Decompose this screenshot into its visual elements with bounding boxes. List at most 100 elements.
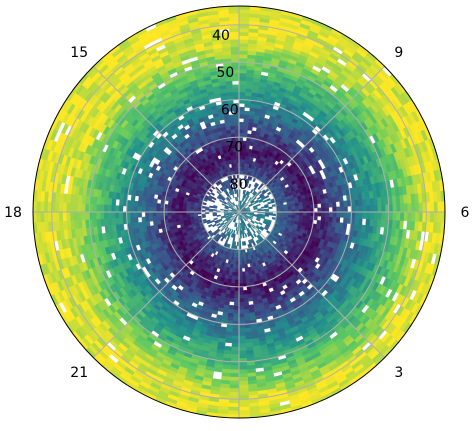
heatmap-cell	[328, 211, 333, 218]
heatmap-cell	[234, 290, 240, 295]
heatmap-cell	[244, 316, 251, 321]
heatmap-cell	[243, 118, 250, 123]
heatmap-cell	[358, 211, 363, 219]
heatmap-cell	[433, 211, 438, 223]
heatmap-cell	[290, 214, 296, 219]
heatmap-cell	[324, 211, 330, 217]
heatmap-cell	[429, 201, 435, 213]
heatmap-cell	[134, 217, 139, 224]
heatmap-cell	[175, 201, 181, 206]
heatmap-cell	[392, 211, 397, 221]
heatmap-cell	[115, 211, 120, 219]
heatmap-cell	[119, 199, 124, 207]
heatmap-cell	[137, 211, 143, 218]
heatmap-cell	[77, 211, 83, 221]
heatmap-cell	[377, 211, 382, 220]
heatmap-cell	[231, 275, 236, 280]
heatmap-cell	[58, 211, 64, 222]
heatmap-cell	[335, 216, 341, 223]
heatmap-cell	[230, 54, 240, 59]
heatmap-cell	[320, 198, 325, 204]
heatmap-cell	[392, 203, 397, 213]
heatmap-cell	[243, 304, 250, 310]
heatmap-cell	[399, 203, 405, 213]
heatmap-cell	[245, 88, 253, 94]
heatmap-cell	[225, 88, 233, 94]
heatmap-cell	[156, 219, 162, 226]
heatmap-cell	[365, 218, 371, 226]
heatmap-cell	[339, 200, 344, 207]
heatmap-cell	[238, 106, 245, 112]
heatmap-cell	[228, 274, 233, 280]
heatmap-cell	[130, 211, 135, 218]
heatmap-cell	[186, 206, 191, 210]
heatmap-cell	[377, 204, 382, 213]
heatmap-cell	[171, 204, 176, 209]
heatmap-cell	[387, 289, 397, 301]
heatmap-cell	[238, 331, 246, 336]
heatmap-cell	[96, 211, 101, 220]
heatmap-cell	[331, 216, 337, 223]
heatmap-cell	[130, 206, 135, 213]
heatmap-cell	[226, 92, 234, 97]
heatmap-cell	[149, 193, 155, 199]
heatmap-cell	[178, 205, 184, 210]
heatmap-cell	[103, 211, 109, 220]
heatmap-cell	[225, 129, 232, 135]
heatmap-cell	[354, 217, 359, 225]
heatmap-cell	[238, 387, 249, 393]
heatmap-cell	[369, 211, 375, 220]
heatmap-cell	[225, 289, 232, 295]
heatmap-cell	[233, 118, 240, 123]
heatmap-cell	[229, 39, 240, 44]
heatmap-cell	[229, 383, 240, 389]
heatmap-cell	[238, 39, 249, 44]
heatmap-cell	[145, 211, 150, 218]
heatmap-cell	[230, 289, 236, 295]
heatmap-cell	[407, 211, 412, 222]
heatmap-cell	[407, 202, 412, 213]
heatmap-cell	[316, 198, 322, 205]
heatmap-cell	[229, 387, 240, 393]
heatmap-cell	[233, 301, 240, 306]
heatmap-cell	[97, 226, 103, 235]
heatmap-cell	[298, 205, 303, 210]
heatmap-cell	[171, 211, 176, 216]
heatmap-cell	[294, 214, 300, 219]
heatmap-cell	[369, 204, 375, 213]
heatmap-cell	[243, 114, 250, 120]
heatmap-cell	[230, 365, 240, 370]
heatmap-cell	[43, 211, 49, 223]
heatmap-cell	[226, 327, 234, 332]
heatmap-cell	[141, 206, 146, 213]
heatmap-cell	[77, 203, 83, 213]
heatmap-cell	[414, 202, 420, 213]
heatmap-cell	[242, 129, 248, 135]
heatmap-cell	[403, 211, 408, 222]
heatmap-cell	[246, 289, 253, 295]
heatmap-cell	[228, 402, 240, 408]
heatmap-cell	[234, 121, 240, 127]
heatmap-cell	[403, 202, 408, 213]
heatmap-cell	[81, 211, 86, 221]
heatmap-cell	[238, 43, 249, 48]
heatmap-cell	[152, 211, 157, 217]
heatmap-cell	[238, 376, 249, 381]
heatmap-cell	[62, 202, 68, 213]
heatmap-cell	[245, 330, 253, 336]
heatmap-cell	[115, 218, 121, 226]
heatmap-cell	[238, 312, 245, 318]
heatmap-cell	[220, 326, 228, 332]
heatmap-cell	[231, 353, 240, 359]
heatmap-cell	[339, 211, 345, 218]
heatmap-cell	[244, 263, 249, 269]
heatmap-cell	[238, 297, 244, 303]
heatmap-cell	[238, 383, 249, 389]
heatmap-cell	[232, 335, 240, 340]
heatmap-cell	[235, 275, 240, 280]
heatmap-cell	[73, 211, 79, 221]
heatmap-cell	[358, 205, 363, 213]
heatmap-cell	[133, 206, 139, 213]
heatmap-cell	[245, 140, 251, 146]
